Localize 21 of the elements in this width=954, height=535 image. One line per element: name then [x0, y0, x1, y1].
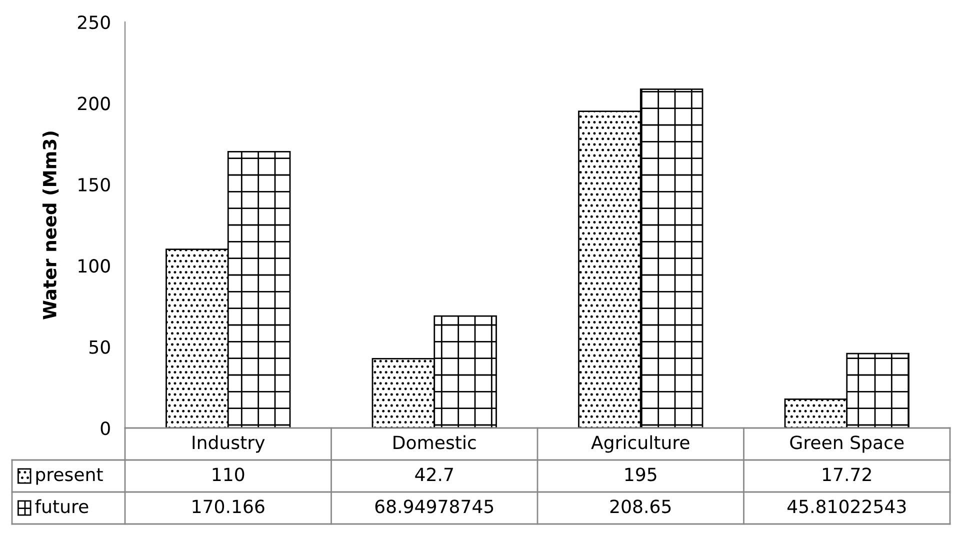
data-label: 42.7 — [415, 468, 453, 481]
data-label: 110 — [212, 468, 244, 482]
data-label: 17.72 — [823, 468, 871, 481]
x-tick-label: Agriculture — [591, 435, 690, 453]
y-tick-label: 150 — [78, 178, 110, 192]
x-tick-label: Industry — [192, 435, 265, 453]
legend-label: present — [36, 468, 103, 485]
legend-label: future — [35, 499, 88, 514]
data-label: 208.65 — [610, 500, 671, 514]
data-label: 45.81022543 — [787, 500, 906, 514]
y-axis-title: Water need (Mm3) — [42, 132, 59, 320]
y-tick-label: 200 — [78, 96, 110, 110]
y-tick-label: 50 — [90, 340, 110, 354]
y-tick-label: 0 — [100, 421, 110, 436]
y-tick-label: 100 — [78, 259, 110, 273]
data-label: 68.94978745 — [375, 500, 494, 514]
data-label: 195 — [625, 468, 656, 482]
x-tick-label: Domestic — [394, 435, 476, 450]
x-tick-label: Green Space — [790, 436, 904, 453]
data-label: 170.166 — [192, 500, 264, 514]
y-tick-label: 250 — [78, 15, 110, 30]
